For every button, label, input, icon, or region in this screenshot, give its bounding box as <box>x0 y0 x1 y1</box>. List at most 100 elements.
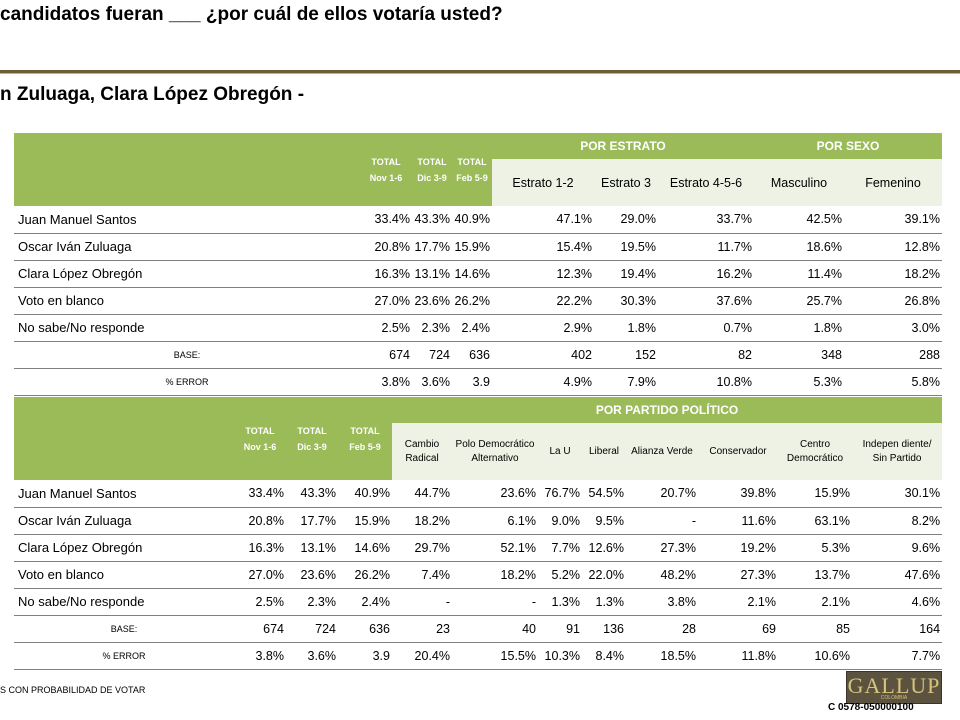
table-cell: 30.3% <box>594 287 658 315</box>
base-cell: 402 <box>492 341 594 369</box>
error-cell: 7.7% <box>852 642 943 670</box>
table-cell: 13.1% <box>412 260 452 288</box>
base-label: BASE: <box>14 341 360 369</box>
table-cell: 7.4% <box>392 561 452 589</box>
error-row: % ERROR 3.8% 3.6% 3.9 20.4% 15.5% 10.3% 8.4% 18.… <box>14 642 943 670</box>
total-nov-header: TOTAL Nov 1-6 <box>234 397 286 480</box>
base-cell: 136 <box>582 615 626 643</box>
total-label: TOTAL <box>350 425 380 436</box>
table-cell: 18.2% <box>452 561 538 589</box>
table-cell: 27.3% <box>626 534 698 562</box>
table-cell: 18.2% <box>392 507 452 535</box>
table-cell: 44.7% <box>392 480 452 508</box>
base-label: BASE: <box>14 615 234 643</box>
table-cell: 8.2% <box>852 507 943 535</box>
table-cell: 43.3% <box>412 206 452 234</box>
row-label: No sabe/No responde <box>14 588 234 616</box>
table-cell: 2.5% <box>234 588 286 616</box>
table-cell: 17.7% <box>412 233 452 261</box>
table-cell: 33.7% <box>658 206 754 234</box>
table-cell: 2.5% <box>360 314 412 342</box>
total-date: Dic 3-9 <box>297 441 327 452</box>
table-row: Clara López Obregón 16.3% 13.1% 14.6% 12.3% 1… <box>14 260 942 288</box>
table-row: Voto en blanco 27.0% 23.6% 26.2% 22.2% 30.3% 3… <box>14 287 942 315</box>
group-header-estrato: POR ESTRATO <box>492 133 754 159</box>
page-subtitle: n Zuluaga, Clara López Obregón - <box>0 84 305 105</box>
table-cell: 47.6% <box>852 561 943 589</box>
table-cell: 15.4% <box>492 233 594 261</box>
col-header: Liberal <box>582 423 626 480</box>
error-cell: 18.5% <box>626 642 698 670</box>
table-cell: 27.3% <box>698 561 778 589</box>
table-cell: - <box>626 507 698 535</box>
row-label: Clara López Obregón <box>14 534 234 562</box>
row-label: No sabe/No responde <box>14 314 360 342</box>
error-cell: 8.4% <box>582 642 626 670</box>
results-table-partido: TOTAL Nov 1-6 TOTAL Dic 3-9 TOTAL Feb 5-… <box>14 397 943 670</box>
col-header: La U <box>538 423 582 480</box>
table-cell: 15.9% <box>338 507 392 535</box>
error-row: % ERROR 3.8% 3.6% 3.9 4.9% 7.9% 10.8% 5.3% 5.8% <box>14 368 942 396</box>
table-cell: 2.1% <box>778 588 852 616</box>
table-cell: 20.8% <box>234 507 286 535</box>
col-header: Conservador <box>698 423 778 480</box>
table-cell: 12.3% <box>492 260 594 288</box>
table-cell: 39.1% <box>844 206 942 234</box>
error-cell: 10.6% <box>778 642 852 670</box>
error-cell: 10.8% <box>658 368 754 396</box>
total-label: TOTAL <box>417 156 447 167</box>
error-cell: 3.8% <box>360 368 412 396</box>
document-code: C 0578-050000100 <box>828 702 914 713</box>
table-cell: 2.4% <box>338 588 392 616</box>
table-row: Oscar Iván Zuluaga 20.8% 17.7% 15.9% 18.2% 6.… <box>14 507 943 535</box>
base-cell: 636 <box>338 615 392 643</box>
logo-sub: COLOMBIA <box>880 695 908 701</box>
total-feb-header: TOTAL Feb 5-9 <box>338 397 392 480</box>
row-label: Juan Manuel Santos <box>14 480 234 508</box>
table-cell: 15.9% <box>452 233 492 261</box>
table-row: Juan Manuel Santos 33.4% 43.3% 40.9% 44.7% 23… <box>14 480 943 508</box>
base-cell: 40 <box>452 615 538 643</box>
total-nov-header: TOTAL Nov 1-6 <box>360 133 412 206</box>
table-cell: - <box>392 588 452 616</box>
table-cell: 33.4% <box>234 480 286 508</box>
row-label: Voto en blanco <box>14 561 234 589</box>
base-row: BASE: 674 724 636 402 152 82 348 288 <box>14 341 942 369</box>
total-date: Feb 5-9 <box>349 441 381 452</box>
base-row: BASE: 674 724 636 23 40 91 136 28 69 85 164 <box>14 615 943 643</box>
table-cell: 12.6% <box>582 534 626 562</box>
table-cell: 14.6% <box>338 534 392 562</box>
base-cell: 82 <box>658 341 754 369</box>
table-cell: 19.4% <box>594 260 658 288</box>
base-cell: 674 <box>360 341 412 369</box>
row-label: Oscar Iván Zuluaga <box>14 233 360 261</box>
total-label: TOTAL <box>371 156 401 167</box>
table-cell: 11.6% <box>698 507 778 535</box>
table-cell: 16.3% <box>360 260 412 288</box>
table-cell: 3.8% <box>626 588 698 616</box>
gallup-logo: GALLUP COLOMBIA <box>846 671 942 704</box>
error-cell: 20.4% <box>392 642 452 670</box>
row-label: Juan Manuel Santos <box>14 206 360 234</box>
table-cell: 9.6% <box>852 534 943 562</box>
table-cell: 39.8% <box>698 480 778 508</box>
error-label: % ERROR <box>14 368 360 396</box>
table-cell: 22.0% <box>582 561 626 589</box>
base-cell: 152 <box>594 341 658 369</box>
table-cell: 2.9% <box>492 314 594 342</box>
base-cell: 724 <box>412 341 452 369</box>
table-cell: 1.8% <box>594 314 658 342</box>
base-cell: 85 <box>778 615 852 643</box>
table-cell: 18.2% <box>844 260 942 288</box>
total-date: Dic 3-9 <box>417 172 447 183</box>
error-cell: 5.8% <box>844 368 942 396</box>
col-header: Indepen diente/ Sin Partido <box>852 423 943 480</box>
logo-name: GALLUP <box>847 673 941 698</box>
table-cell: 18.6% <box>754 233 844 261</box>
table-cell: 47.1% <box>492 206 594 234</box>
table-cell: 19.2% <box>698 534 778 562</box>
table-cell: 29.7% <box>392 534 452 562</box>
table-cell: 33.4% <box>360 206 412 234</box>
results-table-estrato-sexo: TOTAL Nov 1-6 TOTAL Dic 3-9 TOTAL Feb 5-… <box>14 133 942 396</box>
group-header-sexo: POR SEXO <box>754 133 942 159</box>
